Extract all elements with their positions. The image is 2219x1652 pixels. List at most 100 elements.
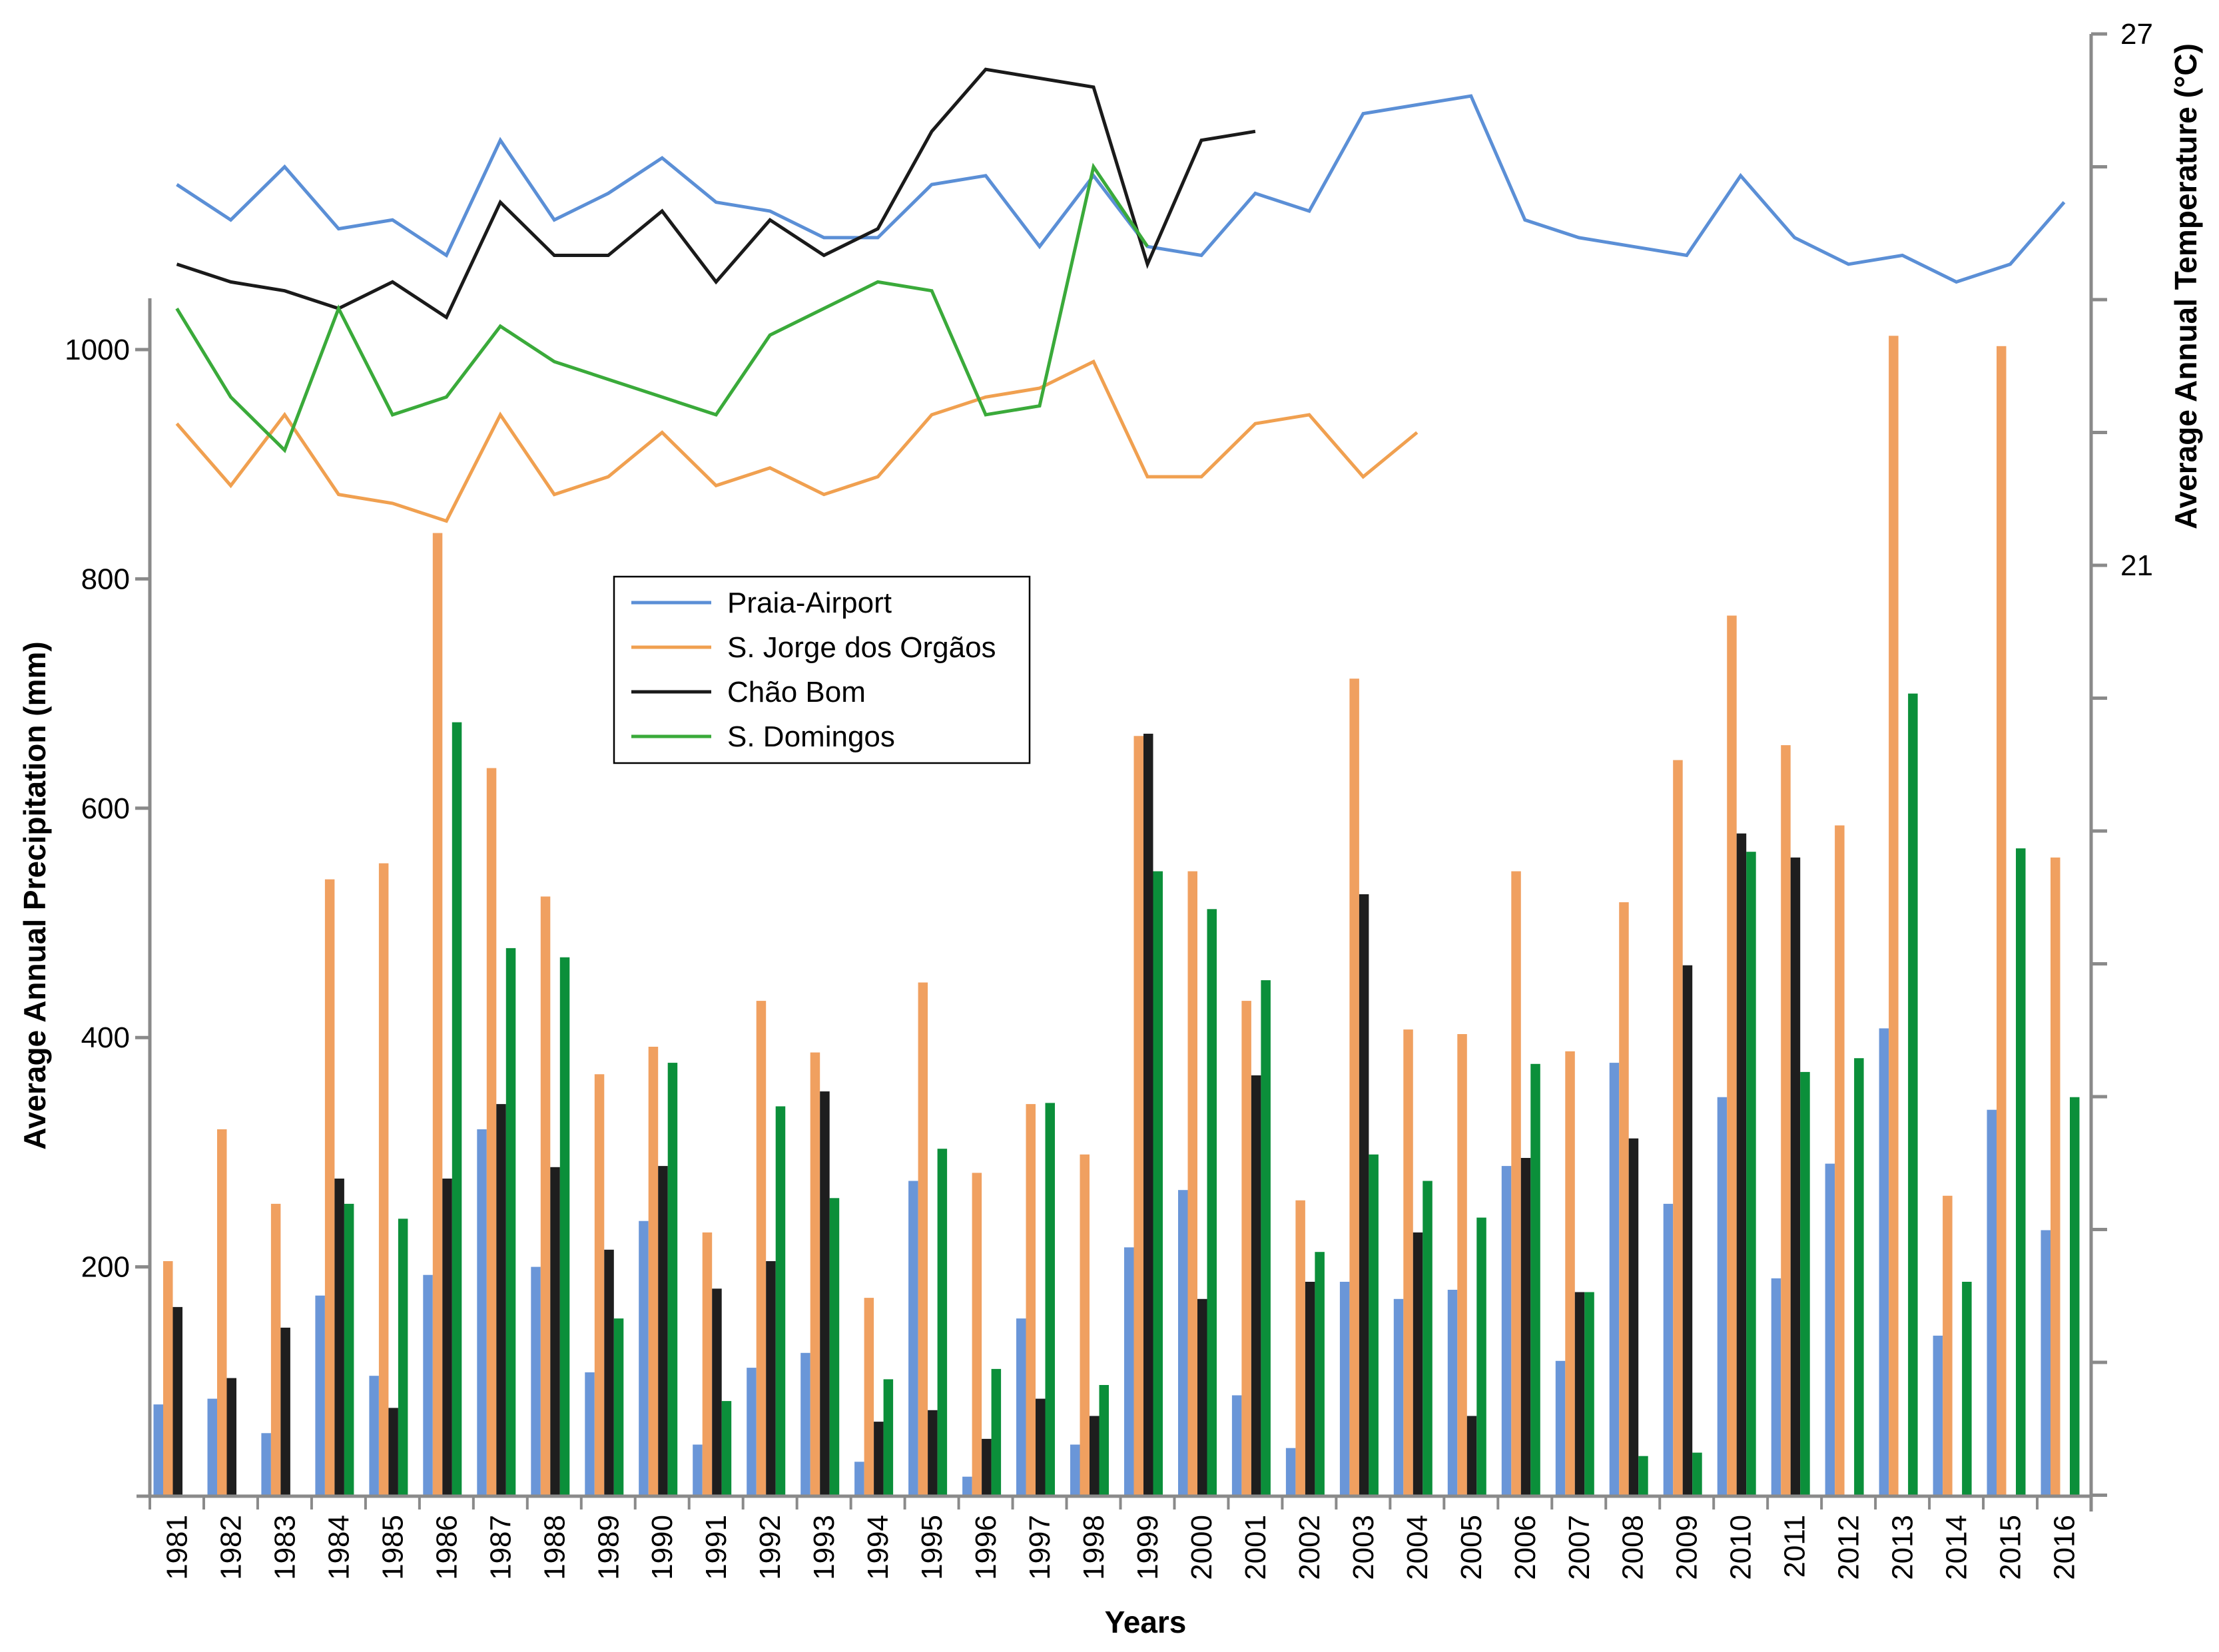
bar-sdomingos-1987 [505,948,516,1496]
x-tick-label: 2007 [1563,1515,1596,1580]
x-tick-label: 1982 [215,1515,248,1580]
bar-sjorge-1982 [217,1129,227,1496]
y-right-tick-label: 21 [2120,549,2153,582]
lines-group [175,67,2066,523]
bar-chaobom-2011 [1790,857,1801,1496]
legend-label-chaobom: Chão Bom [727,676,866,708]
x-tick-label: 2015 [1995,1515,2027,1580]
bar-chaobom-1996 [982,1438,992,1496]
bar-sdomingos-2005 [1476,1217,1486,1496]
bar-sdomingos-2003 [1369,1154,1379,1496]
bar-chaobom-2006 [1520,1158,1531,1496]
bar-sjorge-2005 [1457,1034,1467,1496]
bar-praia-1992 [747,1368,757,1496]
bar-sjorge-1983 [270,1203,281,1496]
y-axis-left-title: Average Annual Precipitation (mm) [17,641,52,1149]
bar-sjorge-2002 [1295,1200,1305,1496]
bar-sdomingos-2001 [1261,980,1271,1496]
bar-praia-2000 [1178,1190,1188,1496]
line-sjorge [175,359,1419,523]
bar-praia-1982 [207,1398,217,1496]
x-tick-label: 2014 [1941,1515,1973,1580]
bar-chaobom-2001 [1251,1075,1261,1496]
bar-chaobom-1987 [496,1104,506,1496]
x-tick-label: 1984 [322,1515,355,1580]
bar-sdomingos-2008 [1638,1456,1648,1496]
bar-sdomingos-2013 [1908,693,1918,1496]
bar-chaobom-1995 [928,1410,938,1496]
bar-sjorge-2016 [2051,857,2060,1496]
bar-sdomingos-2002 [1315,1252,1325,1496]
bar-praia-1986 [423,1274,433,1496]
bar-sjorge-1984 [324,879,335,1496]
bar-sdomingos-2009 [1692,1452,1702,1496]
x-tick-label: 2002 [1293,1515,1326,1580]
bar-sdomingos-2016 [2070,1097,2080,1496]
line-chaobom [176,67,1256,320]
bar-sjorge-1998 [1080,1154,1090,1496]
y-left-tick-label: 600 [81,792,130,825]
bar-praia-1996 [962,1476,972,1496]
legend-box [613,575,1031,764]
bar-chaobom-1993 [820,1091,830,1496]
x-tick-label: 2012 [1833,1515,1865,1580]
bar-praia-1981 [153,1404,163,1496]
bar-sdomingos-1989 [613,1318,624,1496]
bar-sdomingos-2006 [1530,1063,1540,1496]
bar-sdomingos-2007 [1584,1292,1594,1496]
bar-sjorge-2012 [1835,825,1845,1496]
bar-chaobom-2005 [1466,1416,1477,1496]
x-tick-label: 1981 [161,1515,194,1580]
bar-praia-1993 [800,1352,810,1497]
bar-sdomingos-1988 [559,957,570,1496]
bar-sdomingos-2012 [1854,1058,1864,1496]
y-left-tick-label: 800 [81,563,130,595]
bar-sjorge-2006 [1511,871,1521,1496]
bar-praia-1994 [854,1462,864,1496]
x-tick-label: 1992 [754,1515,787,1580]
bar-sdomingos-1984 [344,1203,354,1496]
bar-praia-2012 [1825,1163,1835,1496]
bars-group [153,336,2080,1497]
bar-praia-2003 [1339,1282,1350,1496]
y-left-tick-label: 200 [81,1251,130,1284]
bar-praia-1990 [639,1221,649,1496]
x-tick-label: 1985 [376,1515,409,1580]
x-tick-label: 2011 [1779,1515,1811,1578]
bar-chaobom-1989 [604,1249,614,1496]
bar-sjorge-1997 [1026,1104,1036,1496]
bar-sjorge-2007 [1565,1051,1575,1496]
bar-praia-1995 [908,1181,918,1497]
bar-sdomingos-2004 [1423,1181,1432,1497]
x-tick-label: 1998 [1078,1515,1110,1580]
bar-sjorge-2001 [1241,1001,1251,1496]
bar-praia-2013 [1879,1028,1889,1496]
x-tick-label: 2001 [1239,1515,1272,1580]
bar-praia-1988 [531,1266,541,1496]
bar-praia-2002 [1285,1448,1296,1496]
bar-sjorge-1989 [594,1074,605,1496]
bar-sdomingos-2010 [1746,852,1756,1496]
bar-sjorge-2013 [1889,336,1899,1496]
bar-sjorge-2015 [1997,346,2007,1496]
x-tick-label: 2006 [1509,1515,1542,1580]
bar-sdomingos-1996 [991,1368,1002,1496]
bar-chaobom-1984 [334,1179,344,1496]
x-tick-label: 2010 [1725,1515,1757,1580]
bar-chaobom-1983 [280,1327,290,1496]
bar-chaobom-1988 [550,1167,560,1496]
bar-sdomingos-1992 [775,1106,786,1496]
legend-label-sjorge: S. Jorge dos Orgãos [727,631,996,664]
bar-sjorge-1981 [163,1261,173,1496]
bar-chaobom-1998 [1090,1416,1100,1496]
x-tick-label: 2009 [1671,1515,1704,1580]
x-tick-label: 1988 [538,1515,571,1580]
bar-praia-2009 [1663,1203,1674,1496]
x-tick-label: 2004 [1401,1515,1434,1580]
bar-praia-2010 [1717,1097,1728,1496]
bar-sjorge-1988 [540,896,551,1496]
bar-sjorge-1999 [1133,736,1143,1496]
x-tick-label: 1986 [430,1515,463,1580]
x-tick-label: 1990 [646,1515,679,1580]
